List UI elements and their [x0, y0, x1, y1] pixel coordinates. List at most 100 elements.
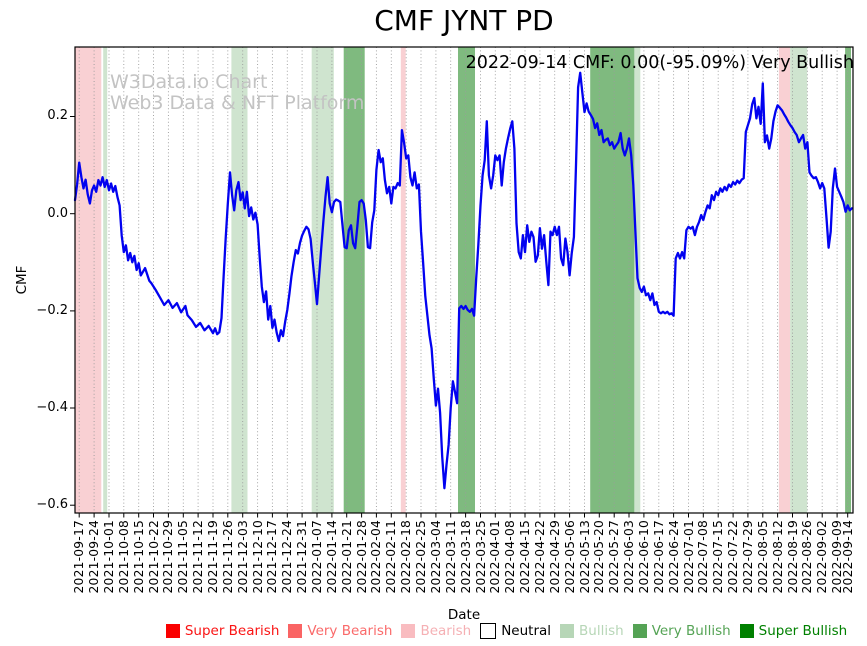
signal-band-bearish	[400, 47, 406, 513]
x-tick-label: 2022-07-08	[696, 520, 711, 594]
x-tick-label: 2022-07-29	[740, 520, 755, 594]
watermark: W3Data.io Chart Web3 Data & NFT Platform	[110, 72, 364, 114]
signal-band-very_bullish	[845, 47, 851, 513]
gridlines	[78, 47, 849, 513]
legend-item-neutral: Neutral	[480, 623, 551, 639]
signal-band-very_bullish	[458, 47, 475, 513]
x-tick-label: 2021-12-17	[265, 520, 280, 594]
x-tick-label: 2021-10-15	[131, 520, 146, 594]
legend-item-super-bullish: Super Bullish	[739, 623, 848, 639]
x-tick-label: 2022-03-11	[443, 520, 458, 594]
x-tick-label: 2022-06-03	[622, 520, 636, 594]
x-tick-label: 2022-05-06	[562, 520, 577, 594]
legend-swatch-icon	[288, 624, 303, 638]
x-tick-label: 2022-03-18	[458, 520, 473, 594]
signal-band-bearish	[778, 47, 791, 513]
x-tick-label: 2022-03-04	[428, 520, 443, 594]
x-tick-label: 2022-02-04	[369, 520, 384, 594]
x-tick-label: 2021-11-12	[191, 520, 206, 594]
x-tick-label: 2022-07-22	[726, 520, 741, 594]
x-tick-label: 2022-04-15	[518, 520, 532, 594]
legend-item-bullish: Bullish	[560, 623, 624, 639]
x-tick-label: 2021-10-01	[102, 520, 116, 594]
legend-label: Bullish	[579, 623, 624, 639]
legend-swatch-icon	[632, 624, 647, 638]
x-tick-label: 2022-03-25	[473, 520, 488, 594]
signal-band-very_bullish	[343, 47, 365, 513]
x-tick-label: 2021-12-31	[295, 520, 310, 594]
x-tick-label: 2022-08-19	[785, 520, 800, 594]
legend-item-very-bullish: Very Bullish	[632, 623, 731, 639]
x-tick-label: 2022-06-10	[636, 520, 651, 594]
x-tick-label: 2021-12-24	[280, 520, 295, 594]
plot-border	[74, 46, 854, 514]
signal-band-bullish	[790, 47, 808, 513]
x-tick-label: 2021-11-19	[206, 520, 220, 594]
x-tick-label: 2022-04-29	[547, 520, 562, 594]
x-tick-label: 2021-09-24	[87, 520, 102, 594]
x-tick-label: 2021-11-26	[220, 520, 235, 594]
x-tick-label: 2022-09-14	[840, 520, 855, 594]
y-tick-label: −0.6	[36, 497, 68, 512]
x-tick-label: 2022-06-17	[651, 520, 666, 594]
legend-swatch-icon	[401, 624, 416, 638]
signal-band-bullish	[103, 47, 108, 513]
x-tick-label: 2022-01-28	[354, 520, 369, 594]
x-tick-label: 2021-12-03	[235, 520, 250, 594]
cmf-line	[73, 71, 854, 490]
legend-label: Neutral	[501, 623, 552, 639]
watermark-line-1: W3Data.io Chart	[110, 71, 268, 93]
y-tick-label: −0.4	[36, 400, 68, 415]
watermark-line-2: Web3 Data & NFT Platform	[110, 92, 365, 114]
x-tick-label: 2021-10-29	[161, 520, 176, 594]
y-axis-label: CMF	[14, 265, 30, 295]
y-tick-label: 0.2	[47, 108, 68, 123]
legend-swatch-icon	[165, 624, 180, 638]
signal-band-bearish	[75, 47, 102, 513]
signal-band-bullish	[231, 47, 248, 513]
x-tick-label: 2021-09-17	[72, 520, 87, 594]
legend-label: Super Bearish	[184, 623, 280, 639]
x-tick-label: 2022-02-11	[384, 520, 399, 594]
x-tick-label: 2022-08-26	[800, 520, 815, 594]
x-tick-label: 2022-01-14	[324, 520, 339, 594]
x-tick-label: 2022-07-01	[681, 520, 696, 594]
x-tick-label: 2021-10-08	[116, 520, 131, 594]
x-tick-label: 2022-04-01	[488, 520, 503, 594]
legend-swatch-icon	[560, 624, 575, 638]
x-tick-label: 2022-01-07	[310, 520, 324, 594]
x-axis-label: Date	[447, 607, 481, 623]
legend: Super Bearish Very Bearish Bearish Neutral B…	[150, 620, 863, 642]
legend-swatch-icon	[739, 624, 754, 638]
legend-item-very-bearish: Very Bearish	[288, 623, 392, 639]
x-tick-label: 2022-05-20	[592, 520, 607, 594]
x-tick-label: 2022-07-15	[711, 520, 726, 594]
x-tick-label: 2022-09-02	[815, 520, 830, 594]
chart-title: CMF JYNT PD	[374, 4, 554, 37]
legend-item-super-bearish: Super Bearish	[165, 623, 280, 639]
latest-value-annotation: 2022-09-14 CMF: 0.00(-95.09%) Very Bulli…	[465, 53, 854, 73]
y-tick-label: −0.2	[36, 303, 68, 318]
legend-label: Very Bearish	[307, 623, 393, 639]
x-tick-label: 2022-02-18	[399, 520, 414, 594]
legend-label: Bearish	[420, 623, 472, 639]
legend-item-bearish: Bearish	[401, 623, 471, 639]
x-tick-label: 2022-01-21	[339, 520, 354, 594]
legend-label: Super Bullish	[758, 623, 848, 639]
x-tick-label: 2022-06-24	[666, 520, 681, 594]
axis-ticks	[70, 116, 849, 518]
x-tick-label: 2022-04-08	[503, 520, 518, 594]
legend-swatch-icon	[480, 623, 497, 639]
x-tick-label: 2022-02-25	[414, 520, 428, 594]
legend-label: Very Bullish	[651, 623, 731, 639]
y-tick-label: 0.0	[47, 206, 68, 221]
signal-band-very_bullish	[590, 47, 635, 513]
x-tick-label: 2021-12-10	[250, 520, 265, 594]
x-tick-label: 2022-05-27	[607, 520, 622, 594]
x-tick-label: 2021-10-22	[146, 520, 161, 594]
x-tick-label: 2022-04-22	[532, 520, 547, 594]
x-tick-label: 2022-08-12	[770, 520, 785, 594]
x-tick-label: 2022-05-13	[577, 520, 592, 594]
